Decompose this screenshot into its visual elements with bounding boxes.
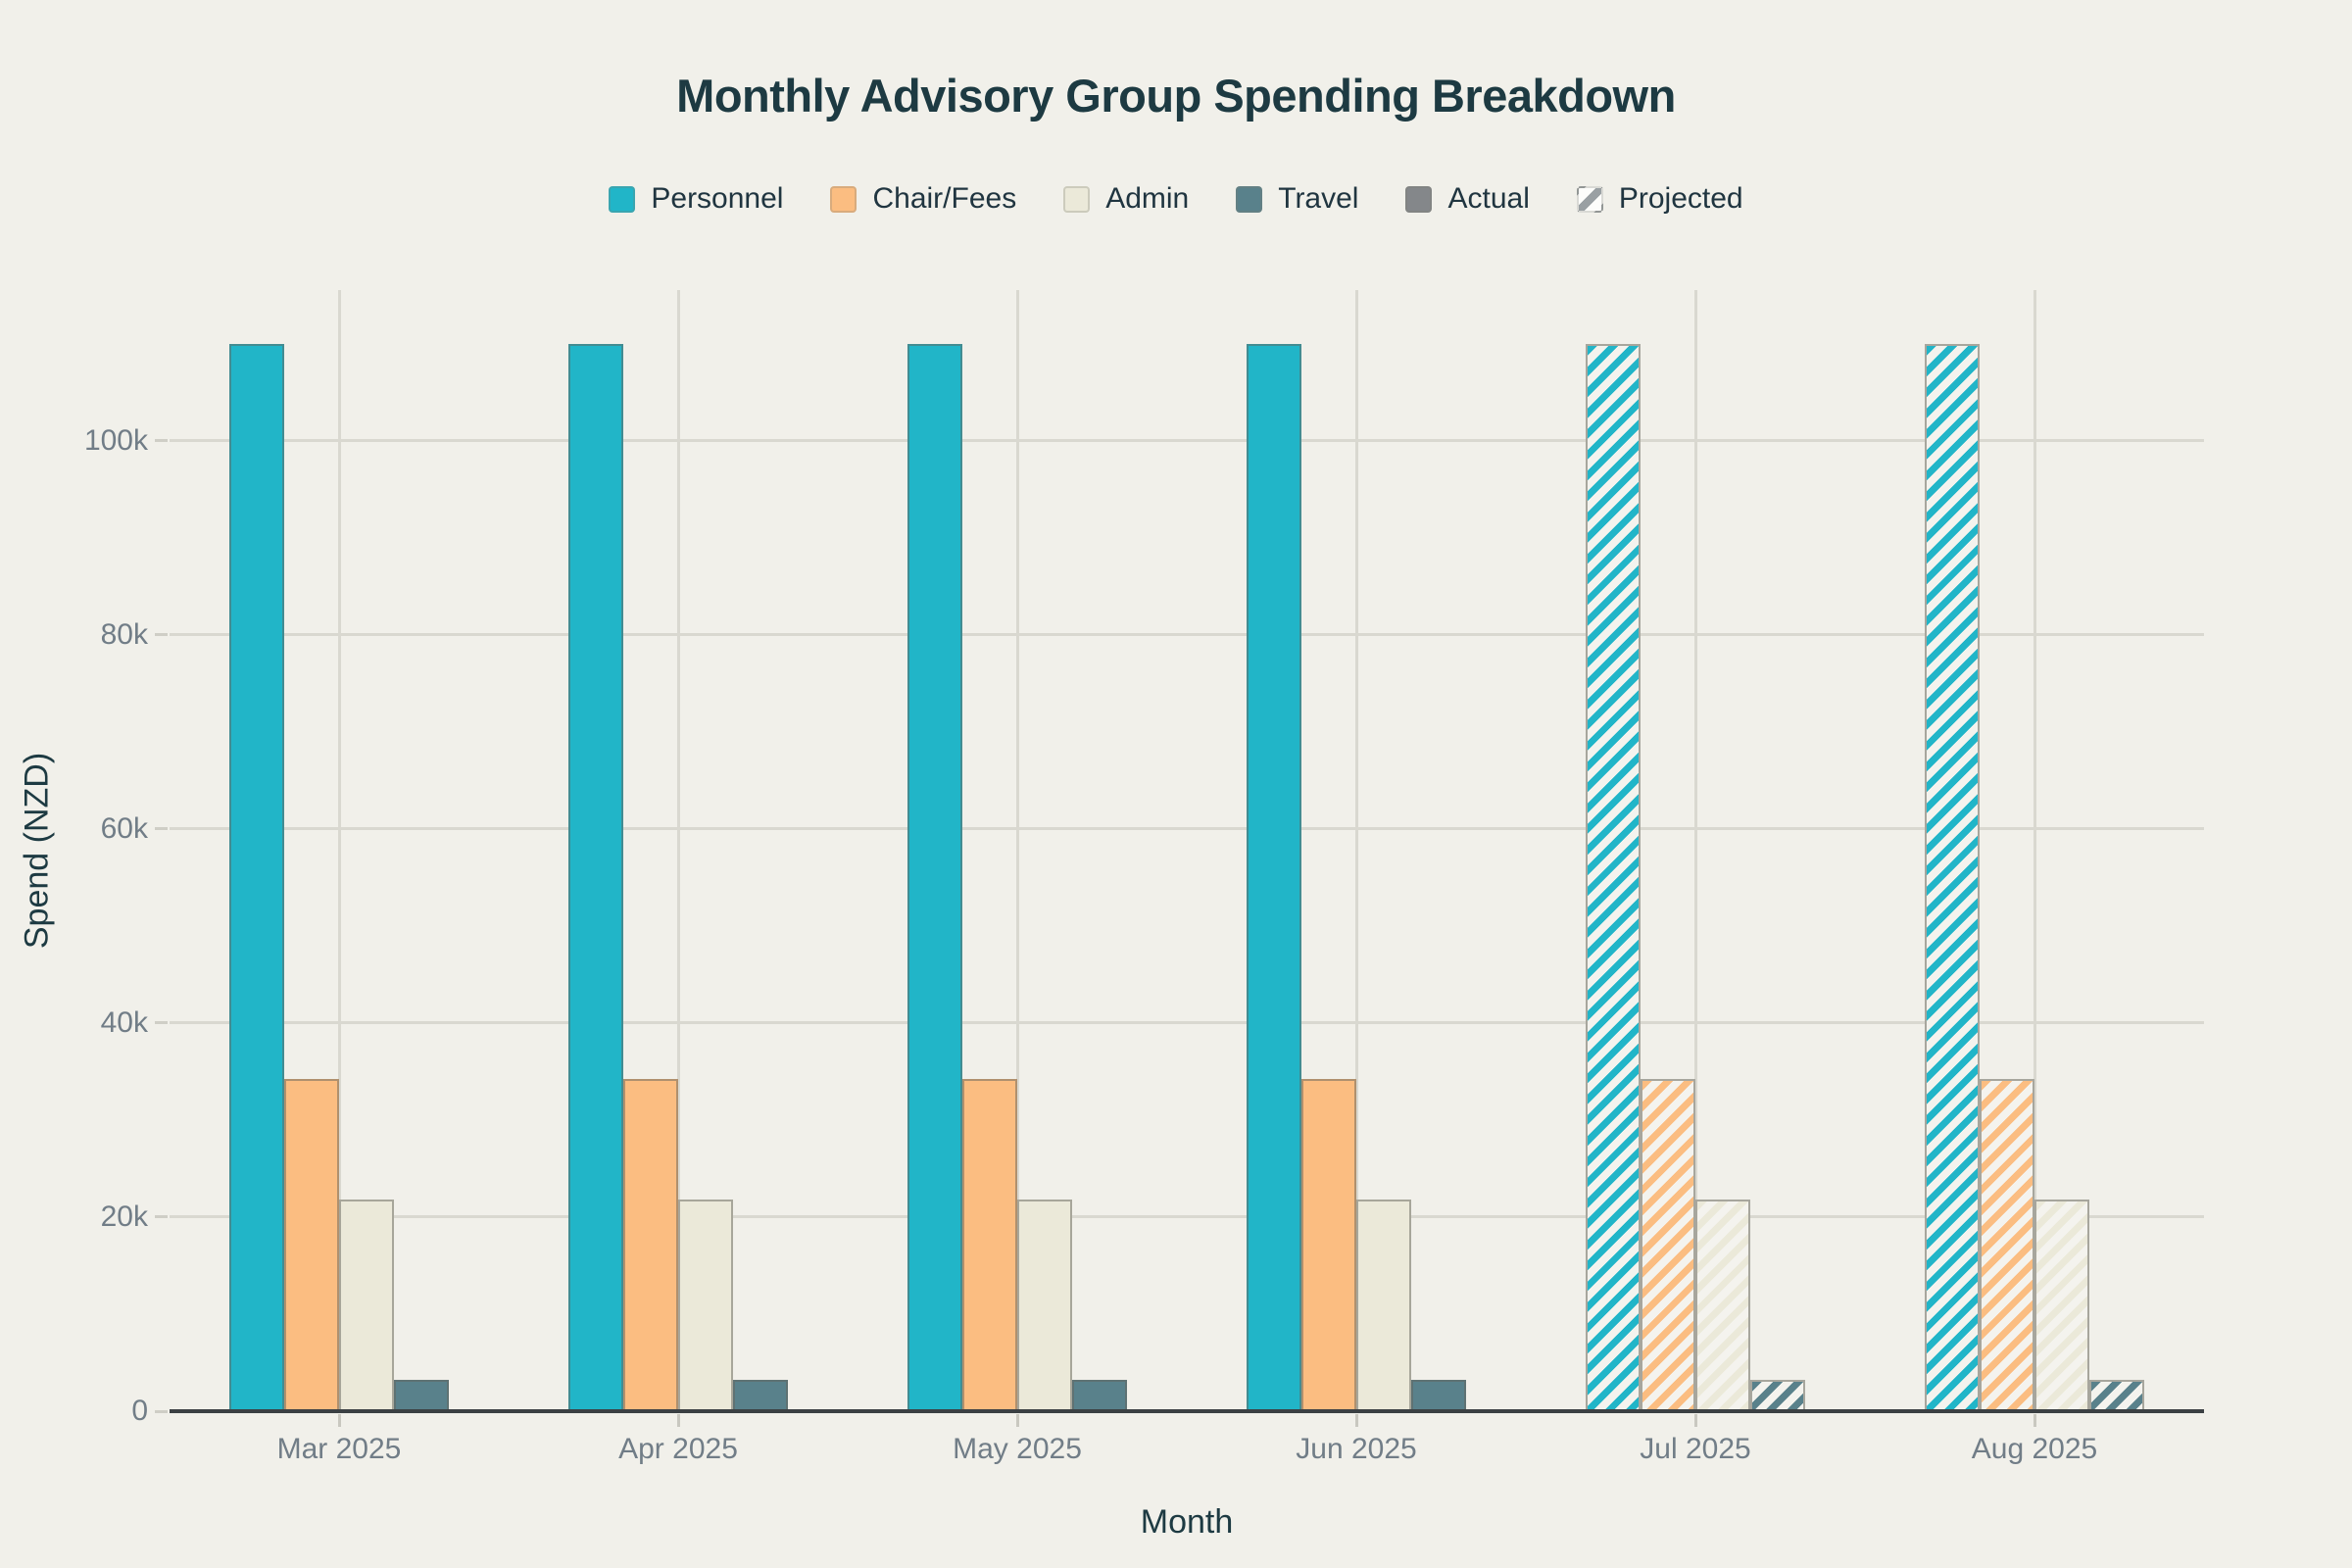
bar-travel-mar-2025-actual <box>394 1380 449 1411</box>
y-tick-mark <box>155 1021 168 1025</box>
gridline-y-20k <box>170 1215 2204 1219</box>
x-axis-line <box>170 1409 2204 1413</box>
bar-admin-mar-2025-actual <box>339 1200 394 1411</box>
y-axis-title: Spend (NZD) <box>18 752 56 950</box>
y-tick-mark <box>155 1215 168 1219</box>
bar-group-jul-2025 <box>1586 343 1805 1411</box>
gridline-y-80k <box>170 633 2204 637</box>
bar-travel-jun-2025-actual <box>1411 1380 1466 1411</box>
legend-item-chair-fees[interactable]: Chair/Fees <box>830 182 1016 216</box>
bar-group-may-2025 <box>907 343 1127 1411</box>
bar-group-mar-2025 <box>229 343 449 1411</box>
bar-chair-fees-may-2025-actual <box>962 1079 1017 1411</box>
bar-admin-aug-2025-projected <box>2034 1200 2089 1411</box>
x-tick-label-jul-2025: Jul 2025 <box>1640 1433 1751 1465</box>
gridline-x-jun-2025 <box>1354 290 1358 1411</box>
legend-item-projected[interactable]: Projected <box>1576 182 1743 216</box>
legend-swatch-personnel <box>609 185 636 213</box>
legend-swatch-chair-fees <box>830 185 858 213</box>
legend-item-admin[interactable]: Admin <box>1063 182 1189 216</box>
legend-swatch-projected <box>1576 185 1603 213</box>
legend-label: Admin <box>1105 182 1190 215</box>
y-tick-mark <box>155 439 168 443</box>
x-tick-mark <box>337 1414 341 1427</box>
legend-item-actual[interactable]: Actual <box>1405 182 1530 216</box>
legend-swatch-admin <box>1063 185 1091 213</box>
bar-travel-apr-2025-actual <box>733 1380 788 1411</box>
plot-area <box>170 290 2204 1413</box>
bar-personnel-jun-2025-actual <box>1247 343 1301 1411</box>
legend-item-travel[interactable]: Travel <box>1236 182 1358 216</box>
x-tick-mark <box>1015 1414 1019 1427</box>
legend-item-personnel[interactable]: Personnel <box>609 182 783 216</box>
bar-chair-fees-jul-2025-projected <box>1641 1079 1695 1411</box>
y-tick-mark <box>155 1409 168 1413</box>
x-tick-mark <box>1693 1414 1697 1427</box>
bar-group-jun-2025 <box>1247 343 1466 1411</box>
gridline-x-apr-2025 <box>676 290 680 1411</box>
x-axis-title: Month <box>1140 1503 1234 1541</box>
bar-travel-jul-2025-projected <box>1750 1380 1805 1411</box>
bar-chair-fees-apr-2025-actual <box>623 1079 678 1411</box>
legend-label: Chair/Fees <box>872 182 1017 215</box>
legend-label: Actual <box>1447 182 1530 215</box>
bar-group-aug-2025 <box>1925 343 2144 1411</box>
legend-label: Projected <box>1618 182 1743 215</box>
bar-admin-jun-2025-actual <box>1356 1200 1411 1411</box>
gridline-y-40k <box>170 1021 2204 1025</box>
gridline-y-100k <box>170 439 2204 443</box>
x-tick-mark <box>676 1414 680 1427</box>
gridline-x-may-2025 <box>1015 290 1019 1411</box>
legend-label: Personnel <box>651 182 784 215</box>
x-tick-label-mar-2025: Mar 2025 <box>276 1433 402 1465</box>
x-tick-label-apr-2025: Apr 2025 <box>618 1433 738 1465</box>
gridline-x-mar-2025 <box>337 290 341 1411</box>
bar-admin-apr-2025-actual <box>678 1200 733 1411</box>
bar-admin-may-2025-actual <box>1017 1200 1072 1411</box>
x-tick-label-may-2025: May 2025 <box>953 1433 1082 1465</box>
bar-personnel-apr-2025-actual <box>568 343 623 1411</box>
bar-personnel-aug-2025-projected <box>1925 343 1980 1411</box>
gridline-x-aug-2025 <box>2033 290 2036 1411</box>
chart-title: Monthly Advisory Group Spending Breakdow… <box>676 70 1676 122</box>
y-tick-label-40k: 40k <box>100 1005 148 1039</box>
legend: Personnel Chair/Fees Admin Travel Actual Proj… <box>0 182 2352 216</box>
bar-chair-fees-aug-2025-projected <box>1980 1079 2034 1411</box>
x-tick-mark <box>1354 1414 1358 1427</box>
y-tick-label-0: 0 <box>131 1395 148 1427</box>
legend-label: Travel <box>1278 182 1359 215</box>
y-tick-mark <box>155 827 168 831</box>
bar-chair-fees-jun-2025-actual <box>1301 1079 1356 1411</box>
x-tick-label-aug-2025: Aug 2025 <box>1971 1433 2098 1465</box>
bar-group-apr-2025 <box>568 343 788 1411</box>
gridline-y-60k <box>170 827 2204 831</box>
gridline-x-jul-2025 <box>1693 290 1697 1411</box>
y-tick-label-20k: 20k <box>100 1200 148 1233</box>
bar-personnel-jul-2025-projected <box>1586 343 1641 1411</box>
x-tick-label-jun-2025: Jun 2025 <box>1296 1433 1417 1465</box>
bar-travel-aug-2025-projected <box>2089 1380 2144 1411</box>
legend-swatch-travel <box>1236 185 1263 213</box>
y-tick-label-60k: 60k <box>100 811 148 845</box>
bar-chair-fees-mar-2025-actual <box>284 1079 339 1411</box>
legend-swatch-actual <box>1405 185 1433 213</box>
bar-personnel-may-2025-actual <box>907 343 962 1411</box>
y-tick-label-80k: 80k <box>100 617 148 651</box>
bar-admin-jul-2025-projected <box>1695 1200 1750 1411</box>
y-tick-label-100k: 100k <box>83 423 148 457</box>
y-tick-mark <box>155 633 168 637</box>
x-tick-mark <box>2033 1414 2036 1427</box>
bar-travel-may-2025-actual <box>1072 1380 1127 1411</box>
bar-personnel-mar-2025-actual <box>229 343 284 1411</box>
